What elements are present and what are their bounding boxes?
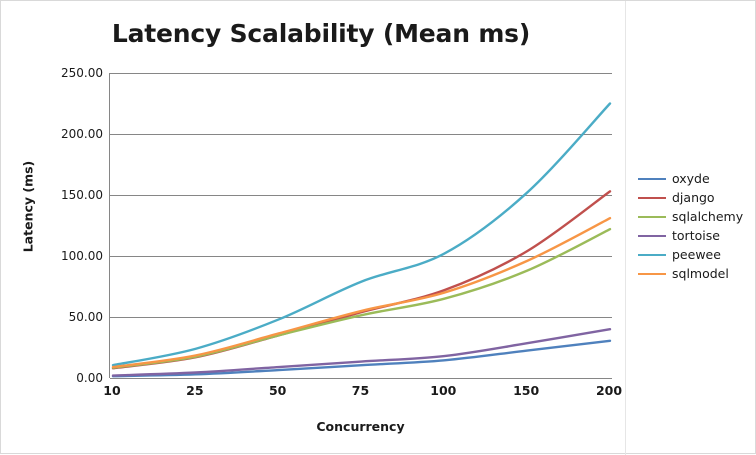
chart-title: Latency Scalability (Mean ms) (111, 19, 531, 48)
legend-swatch-tortoise (638, 234, 666, 237)
legend-item-sqlalchemy[interactable]: sqlalchemy (638, 207, 754, 226)
y-axis-tick-label: 250.00 (61, 66, 103, 80)
legend-label-peewee: peewee (672, 247, 721, 262)
chart-legend: oxyde django sqlalchemy tortoise peewee sqlmo… (638, 169, 754, 283)
x-axis-tick-label: 75 (351, 383, 370, 398)
x-axis-tick-label: 150 (513, 383, 540, 398)
y-axis-tick-label: 200.00 (61, 127, 103, 141)
gridline (110, 73, 612, 74)
legend-label-tortoise: tortoise (672, 228, 720, 243)
y-axis-tick-label: 150.00 (61, 188, 103, 202)
series-line-sqlmodel (111, 216, 612, 369)
legend-item-django[interactable]: django (638, 188, 754, 207)
series-lines (111, 102, 612, 378)
legend-label-django: django (672, 190, 715, 205)
legend-swatch-django (638, 196, 666, 199)
gridline (110, 378, 612, 379)
x-axis-tick-label: 10 (103, 383, 121, 398)
legend-swatch-sqlmodel (638, 272, 666, 275)
y-axis-tick-labels: 0.00 50.00 100.00 150.00 200.00 250.00 (37, 66, 103, 385)
y-axis-tick-label: 0.00 (76, 371, 103, 385)
legend-swatch-sqlalchemy (638, 215, 666, 218)
legend-item-sqlmodel[interactable]: sqlmodel (638, 264, 754, 283)
series-line-sqlalchemy (111, 227, 612, 369)
gridline (110, 134, 612, 135)
gridlines (110, 73, 612, 379)
legend-item-oxyde[interactable]: oxyde (638, 169, 754, 188)
x-axis-tick-label: 50 (268, 383, 287, 398)
legend-label-sqlmodel: sqlmodel (672, 266, 729, 281)
legend-item-peewee[interactable]: peewee (638, 245, 754, 264)
legend-divider (625, 1, 626, 455)
series-line-peewee (111, 102, 612, 367)
legend-item-tortoise[interactable]: tortoise (638, 226, 754, 245)
gridline (110, 195, 612, 196)
y-axis-title: Latency (ms) (20, 160, 36, 253)
legend-label-sqlalchemy: sqlalchemy (672, 209, 744, 224)
legend-swatch-oxyde (638, 177, 666, 180)
x-axis-tick-labels: 10 25 50 75 100 150 200 (103, 383, 622, 403)
legend-label-oxyde: oxyde (672, 171, 710, 186)
x-axis-title: Concurrency (316, 419, 405, 434)
y-axis-tick-label: 100.00 (61, 249, 103, 263)
gridline (110, 317, 612, 318)
series-line-oxyde (111, 339, 612, 378)
series-line-tortoise (111, 328, 612, 377)
gridline (110, 256, 612, 257)
legend-swatch-peewee (638, 253, 666, 256)
y-axis-tick-label: 50.00 (68, 310, 103, 324)
x-axis-tick-label: 25 (186, 383, 204, 398)
x-axis-tick-label: 100 (430, 383, 457, 398)
plot-area (109, 73, 612, 379)
x-axis-tick-label: 200 (595, 383, 623, 398)
